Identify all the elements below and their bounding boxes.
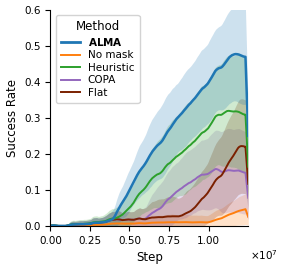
Y-axis label: Success Rate: Success Rate (6, 79, 18, 157)
X-axis label: Step: Step (136, 251, 163, 264)
Legend: $\mathbf{ALMA}$, No mask, Heuristic, COPA, Flat: $\mathbf{ALMA}$, No mask, Heuristic, COP… (56, 15, 139, 103)
Text: $\times10^7$: $\times10^7$ (250, 248, 278, 262)
